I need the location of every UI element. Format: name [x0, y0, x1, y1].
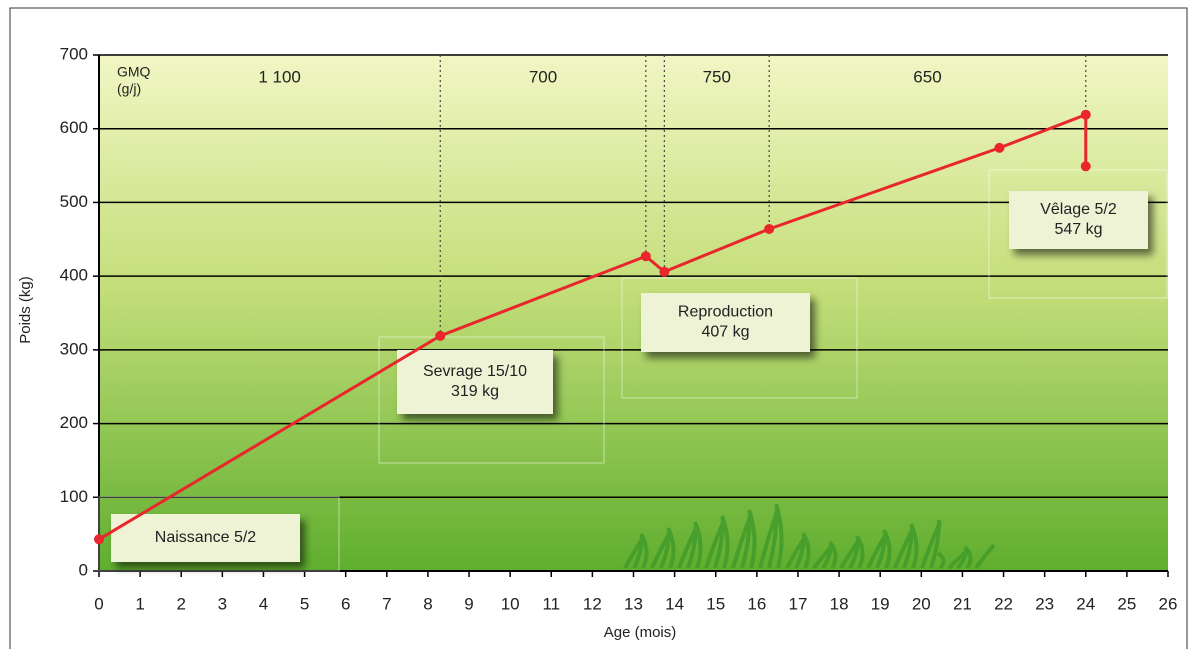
annotation-text: 547 kg [1054, 221, 1102, 238]
x-tick-label: 25 [1117, 594, 1136, 613]
annotation-frame [98, 496, 340, 572]
x-tick-label: 22 [994, 594, 1013, 613]
data-point [435, 330, 446, 341]
x-axis-label: Age (mois) [604, 624, 677, 641]
x-tick-label: 0 [94, 594, 103, 613]
annotation-box [111, 514, 300, 562]
grass-blade [963, 545, 973, 570]
y-tick-label: 500 [60, 192, 88, 211]
y-tick-label: 200 [60, 413, 88, 432]
gmq-title: (g/j) [117, 81, 141, 97]
x-tick-label: 5 [300, 594, 309, 613]
frame [9, 7, 1188, 649]
x-tick-label: 23 [1035, 594, 1054, 613]
y-tick-label: 100 [60, 487, 88, 506]
x-tick-label: 20 [912, 594, 931, 613]
y-tick-label: 700 [60, 44, 88, 63]
annotation-frame [378, 336, 605, 464]
annotation-text: Vêlage 5/2 [1040, 201, 1117, 218]
y-tick-label: 400 [60, 266, 88, 285]
y-tick-label: 0 [79, 560, 88, 579]
data-point [994, 142, 1005, 153]
x-tick-label: 16 [747, 594, 766, 613]
x-tick-label: 18 [830, 594, 849, 613]
x-tick-label: 9 [464, 594, 473, 613]
annotation-text: 407 kg [701, 324, 749, 341]
x-tick-label: 2 [176, 594, 185, 613]
x-tick-label: 7 [382, 594, 391, 613]
grass-blade [882, 529, 892, 569]
annotation-frame [621, 277, 858, 399]
annotation-text: Naissance 5/2 [155, 529, 256, 546]
annotation-text: 319 kg [451, 383, 499, 400]
series-line [98, 112, 1088, 541]
data-point [640, 251, 651, 262]
x-tick-label: 24 [1076, 594, 1095, 613]
plot-background [99, 55, 1168, 571]
gmq-value: 1 100 [258, 67, 301, 86]
grass-blade [855, 534, 865, 569]
gmq-title: GMQ [117, 64, 151, 80]
grass-blade [774, 503, 784, 569]
grass-blade [693, 521, 703, 569]
grass-blade [639, 532, 649, 569]
y-tick-label: 300 [60, 339, 88, 358]
grass-blade [666, 527, 676, 569]
data-point [659, 266, 670, 277]
annotation-text: Reproduction [678, 304, 773, 321]
gmq-value: 750 [703, 67, 731, 86]
annotation-box [1009, 191, 1148, 249]
grass-blade [747, 509, 757, 569]
grass-blade [929, 519, 941, 569]
annotation-box [397, 350, 553, 414]
annotation-text: Sevrage 15/10 [423, 363, 527, 380]
x-tick-label: 10 [501, 594, 520, 613]
data-point [764, 223, 775, 234]
grass-blade [828, 540, 838, 570]
x-tick-label: 15 [706, 594, 725, 613]
gmq-value: 650 [913, 67, 941, 86]
data-point [1080, 109, 1091, 120]
annotation-frame [988, 169, 1168, 299]
gmq-value: 700 [529, 67, 557, 86]
x-tick-label: 26 [1159, 594, 1178, 613]
x-tick-label: 21 [953, 594, 972, 613]
annotation-box [641, 293, 810, 352]
grass-blade [801, 532, 811, 569]
x-tick-label: 1 [135, 594, 144, 613]
grass-decoration [623, 503, 996, 570]
grass-blade [974, 543, 996, 570]
data-point [1080, 161, 1091, 172]
x-tick-label: 11 [542, 594, 560, 613]
grass-blade [936, 551, 946, 570]
x-tick-label: 13 [624, 594, 643, 613]
x-tick-label: 6 [341, 594, 350, 613]
grass-blade [909, 523, 919, 569]
x-tick-label: 12 [583, 594, 602, 613]
x-tick-label: 8 [423, 594, 432, 613]
x-tick-label: 17 [789, 594, 808, 613]
x-tick-label: 4 [259, 594, 268, 613]
x-tick-label: 14 [665, 594, 684, 613]
data-point [94, 534, 104, 545]
x-tick-label: 3 [218, 594, 227, 613]
y-tick-label: 600 [60, 118, 88, 137]
grass-blade [720, 515, 730, 569]
x-tick-label: 19 [871, 594, 890, 613]
y-axis-label: Poids (kg) [17, 276, 34, 344]
